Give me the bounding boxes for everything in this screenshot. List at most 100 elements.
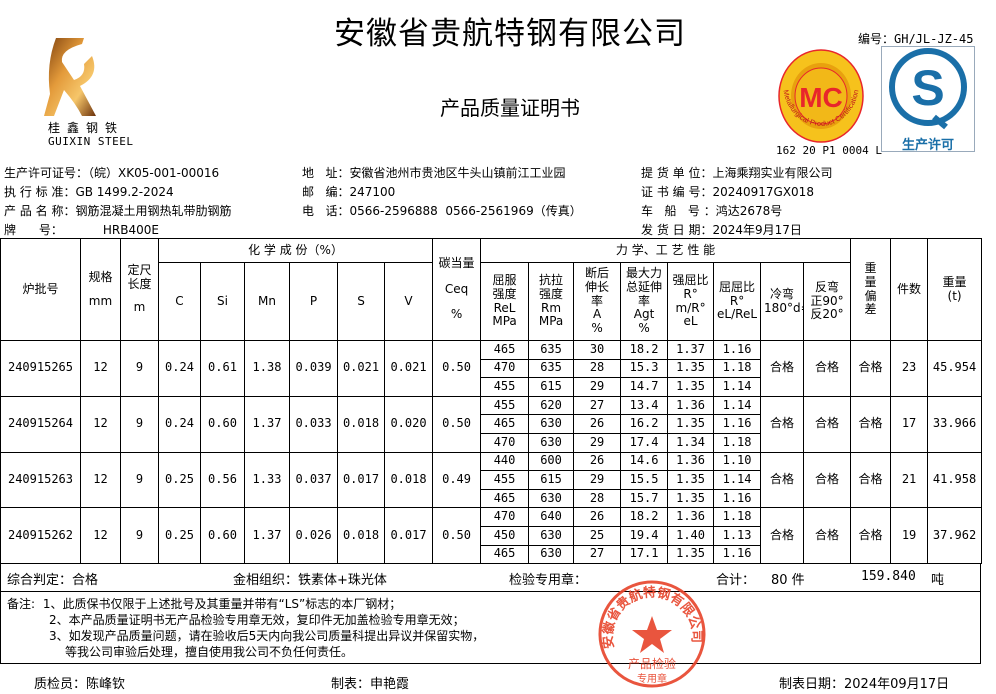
cell-cold: 合格	[760, 395, 805, 453]
cell-p: 0.039	[289, 340, 338, 397]
cell-mechanical: 630	[528, 489, 575, 509]
cell-mechanical: 455	[480, 377, 530, 397]
cell-mechanical: 1.35	[667, 377, 715, 397]
ship-date: 发 货 日 期：2024年9月17日	[641, 223, 802, 237]
cell-mechanical: 1.14	[713, 470, 762, 490]
cell-mechanical: 18.2	[620, 340, 669, 360]
table-row: 240915263 12 9 0.25 0.56 1.33 0.037 0.017 0.018 0…	[0, 451, 983, 509]
cell-mechanical: 28	[573, 489, 622, 509]
cell-si: 0.60	[200, 395, 245, 453]
cell-v: 0.021	[383, 340, 434, 397]
cell-rebend: 合格	[803, 507, 852, 565]
cell-mechanical: 1.16	[713, 489, 762, 509]
cell-mechanical: 615	[528, 470, 575, 490]
cell-mechanical: 465	[480, 489, 530, 509]
header-si: Si	[200, 262, 245, 341]
cell-mechanical: 1.18	[713, 359, 762, 379]
cell-mechanical: 13.4	[620, 396, 669, 416]
cell-mechanical: 1.36	[667, 507, 715, 527]
weight-unit: 吨	[931, 573, 945, 588]
tabulation-date: 制表日期：2024年09月17日	[779, 677, 950, 692]
table-row: 470 635 28 15.3 1.35 1.18	[1, 359, 982, 379]
cell-mechanical: 1.16	[713, 340, 762, 360]
inspection-seal-label: 检验专用章：	[509, 573, 588, 588]
consignee: 提 货 单 位：上海乘翔实业有限公司	[641, 166, 833, 180]
cell-mechanical: 26	[573, 452, 622, 472]
cell-mechanical: 26	[573, 507, 622, 527]
mc-text: MC	[799, 82, 843, 113]
cell-mechanical: 635	[528, 340, 575, 360]
table-row: 465 630 28 15.7 1.35 1.16	[1, 489, 982, 509]
cell-ceq: 0.50	[432, 507, 482, 565]
cell-mechanical: 1.37	[667, 340, 715, 360]
header-weight-deviation: 重量偏差	[850, 238, 892, 341]
vehicle-number: 车 船 号 ：鸿达2678号	[641, 204, 783, 218]
cell-s: 0.017	[337, 451, 385, 509]
cell-mechanical: 1.35	[667, 414, 715, 434]
cell-mechanical: 15.5	[620, 470, 669, 490]
cell-v: 0.018	[383, 451, 434, 509]
cell-pieces: 21	[890, 451, 929, 509]
cell-mn: 1.38	[244, 340, 290, 397]
inspection-seal-stamp-icon: 安徽省贵航特钢有限公司 产品检验 专用章	[598, 580, 706, 688]
cell-spec: 12	[80, 507, 121, 565]
remark-item: 等我公司审验后处理，擅自使用我公司不负任何责任。	[65, 645, 354, 659]
remark-item: 1、此质保书仅限于上述批号及其重量并带有“LS”标志的本厂钢材；	[42, 597, 402, 611]
cell-mechanical: 14.7	[620, 377, 669, 397]
cell-mechanical: 17.1	[620, 545, 669, 565]
cell-mechanical: 620	[528, 396, 575, 416]
cell-rebend: 合格	[803, 395, 852, 453]
cell-mechanical: 440	[480, 452, 530, 472]
cell-ceq: 0.49	[432, 451, 482, 509]
cell-dev: 合格	[850, 507, 892, 565]
cell-mechanical: 1.13	[713, 526, 762, 546]
cell-s: 0.018	[337, 395, 385, 453]
cell-mechanical: 1.40	[667, 526, 715, 546]
cell-cold: 合格	[760, 451, 805, 509]
quality-table: 炉批号 规格 mm 定尺长度 m 化 学 成 份（%） 碳当量 Ceq% 力 学、工 …	[0, 238, 983, 565]
cell-c: 0.24	[158, 395, 201, 453]
svg-text:产品检验: 产品检验	[628, 656, 676, 671]
cell-mechanical: 1.18	[713, 507, 762, 527]
cell-mechanical: 1.34	[667, 433, 715, 453]
cell-mechanical: 630	[528, 526, 575, 546]
cell-v: 0.020	[383, 395, 434, 453]
total-weight: 159.840	[861, 569, 916, 584]
table-row: 240915264 12 9 0.24 0.60 1.37 0.033 0.018 0.020 0…	[0, 395, 983, 453]
cell-spec: 12	[80, 395, 121, 453]
total-pieces: 80 件	[771, 573, 805, 588]
cell-length: 9	[120, 340, 159, 397]
cell-mechanical: 1.35	[667, 545, 715, 565]
cell-mechanical: 27	[573, 545, 622, 565]
cell-mechanical: 635	[528, 359, 575, 379]
cell-mechanical: 19.4	[620, 526, 669, 546]
cell-mechanical: 465	[480, 414, 530, 434]
cell-si: 0.61	[200, 340, 245, 397]
header-weight: 重量 (t)	[927, 238, 983, 341]
cell-cold: 合格	[760, 340, 805, 397]
tabulator: 制表：申艳霞	[331, 677, 410, 692]
cell-mn: 1.37	[244, 507, 290, 565]
cell-length: 9	[120, 395, 159, 453]
header-spec: 规格 mm	[80, 238, 121, 341]
cell-mechanical: 630	[528, 545, 575, 565]
table-row: 465 630 27 17.1 1.35 1.16	[1, 545, 982, 565]
cell-mechanical: 600	[528, 452, 575, 472]
cell-mechanical: 29	[573, 470, 622, 490]
cell-p: 0.037	[289, 451, 338, 509]
table-row: 455 615 29 15.5 1.35 1.14	[1, 470, 982, 490]
cell-dev: 合格	[850, 451, 892, 509]
cell-batch: 240915264	[0, 395, 81, 453]
cell-mechanical: 470	[480, 433, 530, 453]
header-rebend: 反弯 正90°反20°	[803, 262, 852, 341]
qs-icon: S	[889, 48, 967, 130]
cell-mechanical: 470	[480, 507, 530, 527]
cell-mechanical: 15.3	[620, 359, 669, 379]
table-row: 470 630 29 17.4 1.34 1.18	[1, 433, 982, 453]
cell-dev: 合格	[850, 395, 892, 453]
cell-weight: 45.954	[927, 340, 983, 397]
cell-s: 0.021	[337, 340, 385, 397]
cell-mechanical: 455	[480, 396, 530, 416]
cell-mechanical: 630	[528, 433, 575, 453]
